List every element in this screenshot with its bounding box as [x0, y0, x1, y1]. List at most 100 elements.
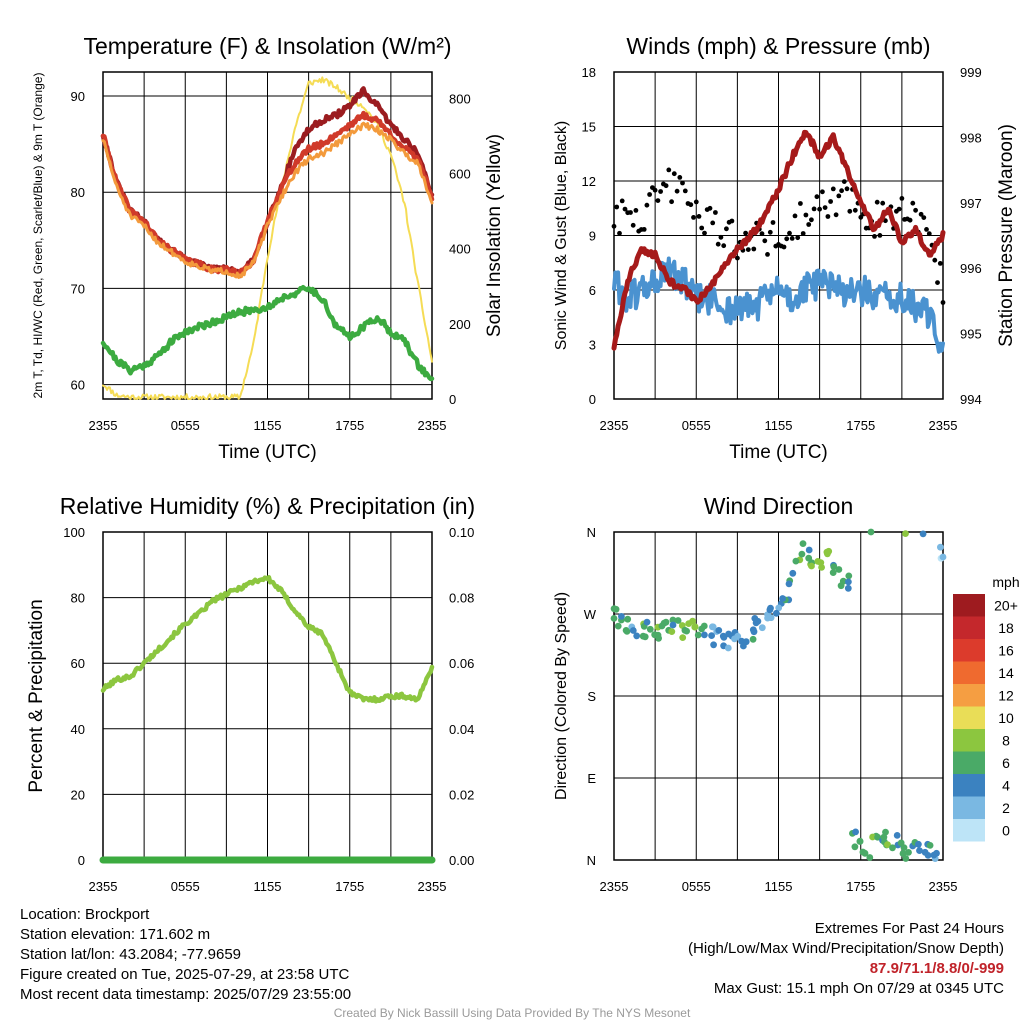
direction-point: [767, 614, 775, 622]
gust-point: [872, 234, 877, 239]
direction-point: [926, 842, 934, 849]
gust-point: [781, 244, 787, 250]
direction-point: [817, 559, 825, 566]
y-tick-label-2-0: 0: [78, 853, 85, 868]
y-tick-label-0-2: 80: [71, 185, 85, 200]
gust-point: [655, 198, 661, 204]
gust-point: [680, 180, 685, 186]
recent-data-text: Most recent data timestamp: 2025/07/29 2…: [20, 986, 352, 1003]
y-tick-label-1-0: 0: [589, 392, 596, 407]
gust-point: [724, 226, 729, 232]
direction-point: [808, 562, 815, 570]
gust-point: [644, 202, 650, 208]
direction-point: [919, 530, 927, 538]
gust-point: [617, 230, 622, 236]
x-tick-label-2-2: 1155: [254, 879, 282, 894]
legend-swatch-5: [953, 706, 985, 729]
gust-point: [792, 213, 798, 219]
gust-point: [614, 204, 620, 210]
y-tick-label-3-0: N: [587, 853, 596, 868]
gust-point: [674, 188, 680, 194]
legend-label-10: 0: [1002, 822, 1010, 838]
direction-point: [902, 530, 909, 537]
legend-swatch-6: [953, 729, 985, 752]
y2-tick-label-2-5: 0.10: [449, 525, 474, 540]
direction-point: [869, 833, 876, 841]
gust-point: [699, 225, 705, 231]
direction-point: [792, 557, 800, 565]
y2-tick-label-1-1: 995: [960, 327, 982, 342]
y-tick-label-1-5: 15: [582, 120, 596, 135]
direction-point: [668, 628, 676, 635]
gust-point: [803, 212, 809, 218]
gust-point: [663, 183, 669, 189]
gust-point: [729, 218, 735, 224]
y-axis-label-3: Direction (Colored By Speed): [553, 592, 570, 800]
x-tick-label-3-3: 1755: [846, 879, 875, 894]
direction-point: [766, 606, 774, 614]
gust-point: [822, 205, 828, 211]
gust-point: [787, 230, 792, 236]
y2-tick-label-0-4: 800: [449, 91, 471, 106]
direction-point: [629, 627, 637, 634]
panel-title-3: Wind Direction: [704, 493, 854, 519]
direction-point: [614, 622, 622, 630]
y-tick-label-2-4: 80: [71, 591, 85, 606]
gust-point: [666, 167, 672, 173]
max-gust-text: Max Gust: 15.1 mph On 07/29 at 0345 UTC: [713, 980, 1004, 997]
gust-point: [852, 207, 858, 213]
y2-tick-label-1-2: 996: [960, 261, 982, 276]
legend-swatch-8: [953, 774, 985, 797]
plot-frame-3: [613, 531, 944, 861]
direction-point: [708, 632, 715, 639]
direction-point: [867, 528, 875, 536]
gust-point: [611, 223, 617, 229]
direction-point: [824, 550, 831, 558]
gust-point: [652, 187, 658, 193]
y-tick-label-2-2: 40: [71, 722, 85, 737]
gust-point: [811, 206, 817, 212]
direction-point: [612, 605, 620, 613]
legend-label-2: 16: [998, 642, 1014, 658]
gust-point: [762, 238, 768, 244]
gust-point: [841, 179, 847, 185]
y2-tick-label-0-1: 200: [449, 317, 471, 332]
y2-tick-label-1-4: 998: [960, 130, 982, 145]
legend-swatch-2: [953, 639, 985, 662]
latlon-text: Station lat/lon: 43.2084; -77.9659: [20, 946, 242, 963]
direction-point: [905, 849, 912, 856]
gust-point: [899, 196, 905, 201]
direction-point: [669, 616, 677, 624]
direction-point: [889, 844, 896, 852]
gust-point: [759, 231, 765, 237]
x-axis-label-0: Time (UTC): [218, 442, 317, 463]
gust-point: [830, 186, 836, 192]
panel-title-2: Relative Humidity (%) & Precipitation (i…: [60, 493, 475, 519]
gust-point: [688, 202, 694, 208]
x-tick-label-1-1: 0555: [682, 418, 711, 433]
x-tick-label-0-1: 0555: [171, 418, 200, 433]
direction-point: [939, 553, 947, 561]
series-line-2-0: [100, 574, 435, 704]
direction-point: [874, 833, 881, 841]
direction-point: [916, 847, 923, 854]
direction-point: [902, 855, 910, 862]
gust-point: [628, 210, 633, 215]
gust-point: [713, 210, 718, 215]
y-tick-label-2-5: 100: [63, 525, 85, 540]
y-tick-label-0-3: 90: [71, 89, 85, 104]
legend-label-0: 20+: [994, 597, 1018, 613]
y-tick-label-3-3: W: [584, 607, 597, 622]
gust-point: [806, 222, 812, 227]
gust-point: [800, 231, 806, 236]
created-text: Figure created on Tue, 2025-07-29, at 23…: [20, 966, 350, 983]
gust-point: [641, 227, 647, 232]
y2-tick-label-2-0: 0.00: [449, 853, 474, 868]
extremes-title: Extremes For Past 24 Hours: [814, 920, 1004, 937]
gust-point: [789, 236, 795, 241]
x-tick-label-1-3: 1755: [846, 418, 875, 433]
gust-point: [735, 255, 740, 261]
direction-point: [845, 572, 853, 580]
gust-point: [820, 189, 825, 195]
legend-swatch-7: [953, 751, 985, 774]
